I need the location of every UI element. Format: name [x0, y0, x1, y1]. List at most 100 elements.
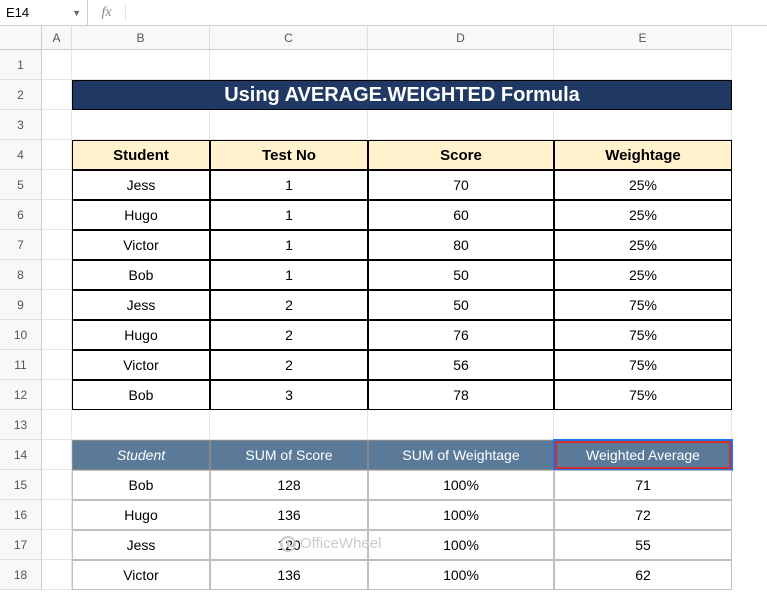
- table1-cell[interactable]: 75%: [554, 380, 732, 410]
- cell[interactable]: [42, 500, 72, 530]
- cell[interactable]: [554, 110, 732, 140]
- table1-cell[interactable]: Hugo: [72, 200, 210, 230]
- cell[interactable]: [72, 410, 210, 440]
- table1-cell[interactable]: 25%: [554, 230, 732, 260]
- cell[interactable]: [42, 200, 72, 230]
- col-header-E[interactable]: E: [554, 26, 732, 50]
- pivot-header[interactable]: Student: [72, 440, 210, 470]
- table1-header[interactable]: Test No: [210, 140, 368, 170]
- row-header[interactable]: 5: [0, 170, 42, 200]
- col-header-B[interactable]: B: [72, 26, 210, 50]
- table1-cell[interactable]: Hugo: [72, 320, 210, 350]
- cell[interactable]: [42, 110, 72, 140]
- cell[interactable]: [42, 380, 72, 410]
- pivot-cell[interactable]: 100%: [368, 560, 554, 590]
- table1-cell[interactable]: 25%: [554, 260, 732, 290]
- pivot-cell[interactable]: 100%: [368, 470, 554, 500]
- table1-cell[interactable]: 2: [210, 350, 368, 380]
- row-header[interactable]: 13: [0, 410, 42, 440]
- cell[interactable]: [42, 50, 72, 80]
- table1-cell[interactable]: Bob: [72, 380, 210, 410]
- cell[interactable]: [42, 170, 72, 200]
- pivot-cell[interactable]: Bob: [72, 470, 210, 500]
- cell[interactable]: [42, 290, 72, 320]
- title-banner[interactable]: Using AVERAGE.WEIGHTED Formula: [72, 80, 732, 110]
- cell[interactable]: [42, 140, 72, 170]
- table1-header[interactable]: Student: [72, 140, 210, 170]
- cell[interactable]: [42, 410, 72, 440]
- pivot-header[interactable]: SUM of Weightage: [368, 440, 554, 470]
- table1-cell[interactable]: Jess: [72, 290, 210, 320]
- pivot-header-highlighted[interactable]: Weighted Average: [554, 440, 732, 470]
- cell[interactable]: [554, 50, 732, 80]
- table1-cell[interactable]: 56: [368, 350, 554, 380]
- table1-cell[interactable]: 1: [210, 230, 368, 260]
- row-header[interactable]: 16: [0, 500, 42, 530]
- table1-cell[interactable]: 50: [368, 290, 554, 320]
- table1-cell[interactable]: 76: [368, 320, 554, 350]
- row-header[interactable]: 9: [0, 290, 42, 320]
- cell[interactable]: [210, 110, 368, 140]
- table1-cell[interactable]: 75%: [554, 320, 732, 350]
- row-header[interactable]: 10: [0, 320, 42, 350]
- cell[interactable]: [368, 410, 554, 440]
- cell[interactable]: [42, 80, 72, 110]
- pivot-cell[interactable]: Jess: [72, 530, 210, 560]
- name-box-dropdown-icon[interactable]: ▼: [72, 8, 81, 18]
- table1-cell[interactable]: Jess: [72, 170, 210, 200]
- pivot-cell[interactable]: 128: [210, 470, 368, 500]
- cell[interactable]: [368, 50, 554, 80]
- pivot-cell[interactable]: 136: [210, 560, 368, 590]
- row-header[interactable]: 1: [0, 50, 42, 80]
- pivot-cell[interactable]: Hugo: [72, 500, 210, 530]
- table1-cell[interactable]: 70: [368, 170, 554, 200]
- table1-cell[interactable]: 2: [210, 320, 368, 350]
- row-header[interactable]: 11: [0, 350, 42, 380]
- row-header[interactable]: 12: [0, 380, 42, 410]
- cell[interactable]: [72, 50, 210, 80]
- row-header[interactable]: 7: [0, 230, 42, 260]
- pivot-cell[interactable]: 72: [554, 500, 732, 530]
- cell[interactable]: [42, 260, 72, 290]
- select-all-corner[interactable]: [0, 26, 42, 50]
- cell[interactable]: [210, 50, 368, 80]
- row-header[interactable]: 18: [0, 560, 42, 590]
- table1-cell[interactable]: 3: [210, 380, 368, 410]
- pivot-cell[interactable]: 62: [554, 560, 732, 590]
- row-header[interactable]: 2: [0, 80, 42, 110]
- cell[interactable]: [42, 530, 72, 560]
- table1-cell[interactable]: 80: [368, 230, 554, 260]
- cell[interactable]: [368, 110, 554, 140]
- table1-cell[interactable]: 75%: [554, 290, 732, 320]
- table1-cell[interactable]: 1: [210, 200, 368, 230]
- table1-cell[interactable]: 1: [210, 260, 368, 290]
- row-header[interactable]: 14: [0, 440, 42, 470]
- table1-header[interactable]: Score: [368, 140, 554, 170]
- row-header[interactable]: 8: [0, 260, 42, 290]
- table1-header[interactable]: Weightage: [554, 140, 732, 170]
- table1-cell[interactable]: 60: [368, 200, 554, 230]
- cell[interactable]: [42, 440, 72, 470]
- cell[interactable]: [42, 230, 72, 260]
- table1-cell[interactable]: 2: [210, 290, 368, 320]
- col-header-A[interactable]: A: [42, 26, 72, 50]
- cell[interactable]: [42, 560, 72, 590]
- table1-cell[interactable]: 1: [210, 170, 368, 200]
- row-header[interactable]: 6: [0, 200, 42, 230]
- row-header[interactable]: 4: [0, 140, 42, 170]
- name-box[interactable]: E14 ▼: [0, 0, 88, 25]
- pivot-header[interactable]: SUM of Score: [210, 440, 368, 470]
- table1-cell[interactable]: 25%: [554, 200, 732, 230]
- cell[interactable]: [72, 110, 210, 140]
- table1-cell[interactable]: 25%: [554, 170, 732, 200]
- formula-input[interactable]: [126, 0, 767, 25]
- cell[interactable]: [42, 350, 72, 380]
- table1-cell[interactable]: Bob: [72, 260, 210, 290]
- table1-cell[interactable]: 50: [368, 260, 554, 290]
- row-header[interactable]: 15: [0, 470, 42, 500]
- cell[interactable]: [554, 410, 732, 440]
- pivot-cell[interactable]: 120: [210, 530, 368, 560]
- cell[interactable]: [42, 320, 72, 350]
- table1-cell[interactable]: Victor: [72, 230, 210, 260]
- col-header-D[interactable]: D: [368, 26, 554, 50]
